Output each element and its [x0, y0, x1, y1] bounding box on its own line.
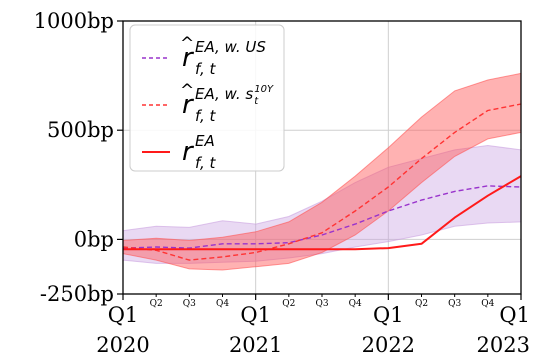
band-upper-r_us	[122, 144, 522, 232]
legend-base: r	[182, 43, 195, 73]
x-tick-label-year: 2023	[477, 333, 530, 357]
line-r_s10	[122, 103, 522, 261]
x-minor-tick-label: Q3	[183, 299, 196, 309]
x-tick-label-year: 2020	[96, 333, 149, 357]
x-tick-label-year: 2021	[229, 333, 282, 357]
x-minor-tick-label: Q2	[282, 299, 295, 309]
legend-subscript: f, t	[195, 107, 217, 125]
y-tick-label: -250bp	[40, 282, 114, 306]
legend-base: r	[182, 137, 195, 167]
band-lower-r_s10	[122, 131, 522, 271]
confidence-bands	[122, 72, 522, 271]
x-minor-tick-label: Q2	[150, 299, 163, 309]
x-minor-tick-label: Q4	[481, 299, 494, 309]
x-minor-tick-label: Q4	[349, 299, 362, 309]
legend-hat: ^	[180, 34, 194, 54]
legend-superscript: EA, w. s	[195, 85, 253, 103]
legend-base: r	[182, 90, 195, 120]
x-tick-label-quarter: Q1	[373, 303, 404, 327]
legend-box	[129, 24, 285, 172]
x-minor-tick-label: Q3	[315, 299, 328, 309]
legend-superscript: EA, w. US	[195, 38, 266, 56]
x-tick-labels: Q1 2020 Q1 2021 Q1 2022 Q1 2023 Q2 Q3 Q4 Q2 Q3 Q4 Q2 Q3…	[96, 299, 530, 357]
y-tick-label: 0bp	[74, 227, 114, 251]
legend-superscript-sup: 10Y	[254, 84, 274, 95]
legend-subscript: f, t	[195, 154, 217, 172]
line-r_ea	[123, 175, 522, 251]
x-minor-tick-label: Q2	[415, 299, 428, 309]
band-r_s10	[123, 73, 521, 271]
x-tick-label-quarter: Q1	[108, 303, 139, 327]
line-r_us	[122, 185, 522, 249]
legend-hat: ^	[180, 81, 194, 101]
x-minor-tick-label: Q3	[448, 299, 461, 309]
legend-subscript: f, t	[195, 60, 217, 78]
axis-ticks	[117, 20, 522, 300]
band-upper-r_s10	[122, 72, 522, 242]
series-lines	[122, 103, 522, 261]
band-lower-r_us	[122, 221, 522, 264]
x-tick-label-quarter: Q1	[240, 303, 271, 327]
legend-superscript-sub: t	[254, 96, 259, 107]
y-tick-labels: -250bp 0bp 500bp 1000bp	[34, 9, 114, 306]
legend-superscript: EA	[195, 132, 215, 150]
y-tick-label: 500bp	[47, 118, 114, 142]
band-r_us	[123, 145, 521, 264]
x-tick-label-quarter: Q1	[499, 303, 530, 327]
y-tick-label: 1000bp	[34, 9, 114, 33]
x-minor-tick-label: Q4	[216, 299, 229, 309]
x-tick-label-year: 2022	[362, 333, 415, 357]
